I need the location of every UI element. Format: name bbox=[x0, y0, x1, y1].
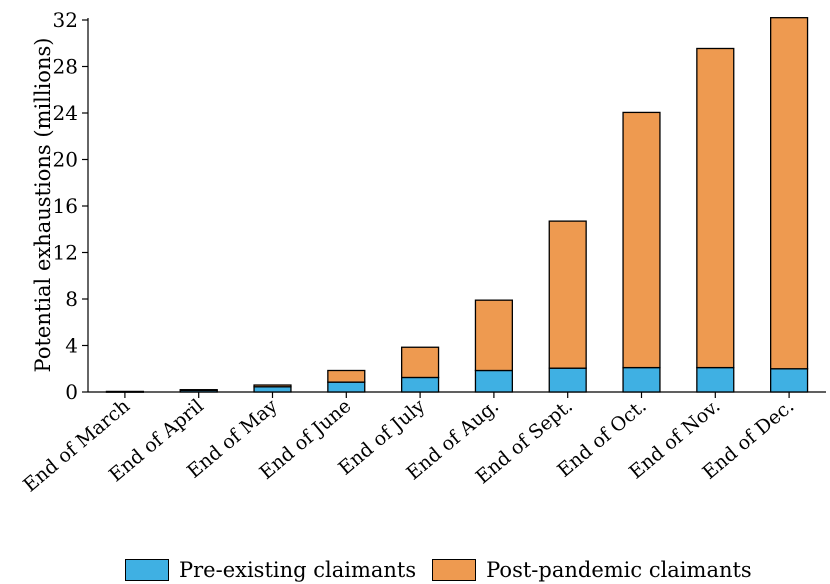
bar-post-pandemic-claimants-end-of-sept bbox=[548, 220, 587, 369]
bar-pre-existing-claimants-end-of-july bbox=[400, 376, 440, 393]
bar-post-pandemic-claimants-end-of-may bbox=[253, 384, 292, 388]
y-tick-label: 28 bbox=[53, 55, 78, 79]
bar-post-pandemic-claimants-end-of-june bbox=[327, 369, 366, 383]
bar-pre-existing-claimants-end-of-june bbox=[327, 381, 366, 393]
y-tick-label: 0 bbox=[65, 380, 78, 404]
bars bbox=[105, 17, 809, 393]
y-tick-label: 20 bbox=[53, 148, 78, 172]
y-tick-label: 4 bbox=[65, 334, 78, 358]
bar-pre-existing-claimants-end-of-march bbox=[105, 390, 144, 393]
bar-pre-existing-claimants-end-of-dec bbox=[770, 368, 809, 393]
legend-swatch-post-pandemic bbox=[432, 559, 477, 581]
bar-post-pandemic-claimants-end-of-april bbox=[179, 389, 218, 392]
y-axis: 0 4 8 12 16 20 24 28 32 bbox=[53, 8, 89, 404]
legend: Pre-existing claimants Post-pandemic cla… bbox=[125, 556, 768, 584]
legend-label-pre-existing: Pre-existing claimants bbox=[179, 558, 417, 582]
bar-post-pandemic-claimants-end-of-dec bbox=[770, 17, 809, 370]
y-tick-label: 24 bbox=[53, 101, 78, 125]
bar-post-pandemic-claimants-end-of-aug bbox=[474, 299, 514, 372]
legend-swatch-pre-existing bbox=[125, 559, 169, 581]
y-tick-label: 32 bbox=[53, 8, 78, 32]
bar-pre-existing-claimants-end-of-nov bbox=[696, 366, 735, 393]
legend-label-post-pandemic: Post-pandemic claimants bbox=[486, 558, 752, 582]
bar-pre-existing-claimants-end-of-sept bbox=[548, 367, 587, 393]
bar-post-pandemic-claimants-end-of-oct bbox=[622, 111, 661, 369]
y-tick-label: 8 bbox=[65, 287, 78, 311]
y-tick-label: 12 bbox=[53, 241, 78, 265]
legend-item-pre-existing: Pre-existing claimants bbox=[125, 558, 416, 582]
bar-post-pandemic-claimants-end-of-july bbox=[400, 346, 440, 379]
bar-pre-existing-claimants-end-of-oct bbox=[622, 366, 661, 393]
bar-pre-existing-claimants-end-of-may bbox=[253, 386, 292, 393]
bar-post-pandemic-claimants-end-of-nov bbox=[696, 47, 735, 369]
legend-item-post-pandemic: Post-pandemic claimants bbox=[432, 558, 752, 582]
y-axis-label: Potential exhaustions (millions) bbox=[31, 38, 55, 373]
bar-pre-existing-claimants-end-of-aug bbox=[474, 369, 514, 393]
y-tick-label: 16 bbox=[53, 194, 78, 218]
